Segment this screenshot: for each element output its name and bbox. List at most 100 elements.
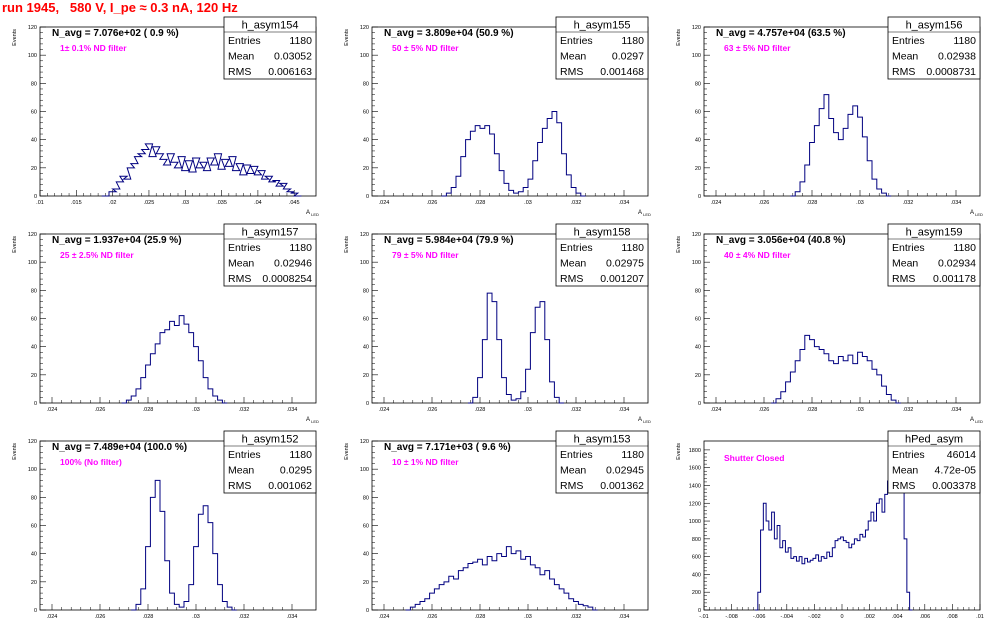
stats-value: 1180 (289, 35, 312, 47)
x-tick-label: .008 (947, 614, 958, 620)
y-tick-label: 0 (698, 401, 701, 407)
y-tick-label: 120 (28, 439, 37, 445)
y-tick-label: 120 (28, 25, 37, 31)
x-tick-label: .028 (807, 407, 818, 413)
x-tick-label: .034 (951, 200, 962, 206)
y-tick-label: 80 (363, 288, 369, 294)
y-axis-label: Events (344, 443, 350, 460)
stats-key: Entries (228, 35, 261, 47)
stats-value: 46014 (947, 449, 976, 461)
stats-value: 0.02934 (938, 258, 976, 270)
y-tick-label: 60 (363, 524, 369, 530)
x-tick-label: .034 (287, 407, 298, 413)
y-tick-label: 60 (695, 317, 701, 323)
y-tick-label: 80 (695, 288, 701, 294)
y-tick-label: 80 (31, 81, 37, 87)
stats-key: RMS (892, 273, 915, 285)
y-tick-label: 100 (360, 467, 369, 473)
stats-value: 0.006163 (268, 66, 312, 78)
x-tick-label: .04 (254, 200, 262, 206)
navg-label: N_avg = 4.757e+04 (63.5 %) (716, 28, 846, 39)
x-tick-label: .028 (143, 614, 154, 620)
stats-value: 0.001468 (600, 66, 644, 78)
stats-key: Mean (228, 51, 254, 63)
stats-value: 1180 (621, 242, 644, 254)
y-tick-label: 40 (363, 138, 369, 144)
stats-value: 1180 (289, 242, 312, 254)
filter-label: 25 ± 2.5% ND filter (60, 250, 134, 260)
stats-box (223, 430, 317, 494)
filter-label: 40 ± 4% ND filter (724, 250, 791, 260)
x-tick-label: .028 (807, 200, 818, 206)
x-tick-label: .034 (619, 407, 630, 413)
x-tick-label: -.002 (808, 614, 821, 620)
y-tick-label: 40 (31, 345, 37, 351)
y-tick-label: 0 (34, 194, 37, 200)
histogram-name: h_asym157 (242, 227, 299, 239)
x-tick-label: .032 (239, 614, 250, 620)
histogram-name: h_asym159 (906, 227, 963, 239)
y-tick-label: 100 (692, 53, 701, 59)
filter-label: 100% (No filter) (60, 457, 122, 467)
stats-key: Entries (228, 449, 261, 461)
histogram-name: h_asym155 (574, 20, 631, 32)
x-tick-label: .032 (571, 407, 582, 413)
run-title: run 1945, 580 V, I_pe ≈ 0.3 nA, 120 Hz (2, 0, 238, 15)
stats-value: 0.001178 (933, 273, 976, 285)
y-tick-label: 1400 (689, 483, 701, 489)
stats-value: 0.0295 (280, 465, 312, 477)
y-tick-label: 60 (363, 317, 369, 323)
histogram-line (771, 334, 901, 404)
x-tick-label: .03 (524, 200, 532, 206)
x-tick-label: .024 (711, 407, 722, 413)
y-tick-label: 20 (31, 166, 37, 172)
y-tick-label: 20 (695, 373, 701, 379)
navg-label: N_avg = 7.489e+04 (100.0 %) (52, 442, 187, 453)
stats-value: 0.0008731 (926, 66, 976, 78)
filter-label: 1± 0.1% ND filter (60, 43, 127, 53)
stats-key: Entries (560, 242, 593, 254)
x-tick-label: .01 (36, 200, 44, 206)
x-tick-label: .026 (427, 407, 438, 413)
y-tick-label: 120 (360, 439, 369, 445)
stats-value: 4.72e-05 (935, 465, 977, 477)
y-tick-label: 20 (695, 166, 701, 172)
stats-value: 0.0008254 (262, 273, 312, 285)
histogram-panel: Events 0 20 40 60 80 100 120 .01 .015 .02 .025 .03 .0… (12, 16, 319, 217)
stats-box (887, 223, 981, 287)
x-tick-label: .026 (95, 614, 106, 620)
stats-value: 1180 (953, 35, 976, 47)
histogram-name: h_asym154 (242, 20, 299, 32)
y-axis-label: Events (676, 236, 682, 253)
x-tick-label: .026 (95, 407, 106, 413)
x-tick-label: -.008 (725, 614, 738, 620)
stats-key: RMS (560, 480, 583, 492)
stats-key: RMS (560, 273, 583, 285)
y-tick-label: 20 (31, 373, 37, 379)
stats-key: Mean (560, 258, 586, 270)
y-tick-label: 120 (28, 232, 37, 238)
y-tick-label: 120 (360, 25, 369, 31)
histogram-panel: Events 0 20 40 60 80 100 120 .024 .026 .028 .03 .032… (676, 16, 983, 217)
stats-value: 0.02946 (274, 258, 312, 270)
y-axis-label: Events (12, 236, 18, 253)
histogram-panel: Events 0 20 40 60 80 100 120 .024 .026 .028 .03 .032… (12, 430, 317, 620)
x-tick-label: .006 (919, 614, 930, 620)
stats-value: 1180 (953, 242, 976, 254)
y-axis-label: Events (12, 29, 18, 46)
histogram-panel: Events 0 20 40 60 80 100 120 .024 .026 .028 .03 .032… (344, 223, 651, 424)
stats-key: Mean (892, 465, 918, 477)
x-tick-label: .032 (239, 407, 250, 413)
y-tick-label: 0 (34, 608, 37, 614)
stats-box (887, 16, 981, 80)
filter-label: 63 ± 5% ND filter (724, 43, 791, 53)
x-tick-label: .028 (143, 407, 154, 413)
y-tick-label: 60 (695, 110, 701, 116)
histogram-panel: Events 0 20 40 60 80 100 120 .024 .026 .028 .03 .032… (344, 16, 651, 217)
stats-value: 0.003378 (932, 480, 976, 492)
stats-key: Entries (560, 35, 593, 47)
y-tick-label: 80 (363, 495, 369, 501)
x-tick-label: .034 (951, 407, 962, 413)
stats-key: Mean (892, 51, 918, 63)
